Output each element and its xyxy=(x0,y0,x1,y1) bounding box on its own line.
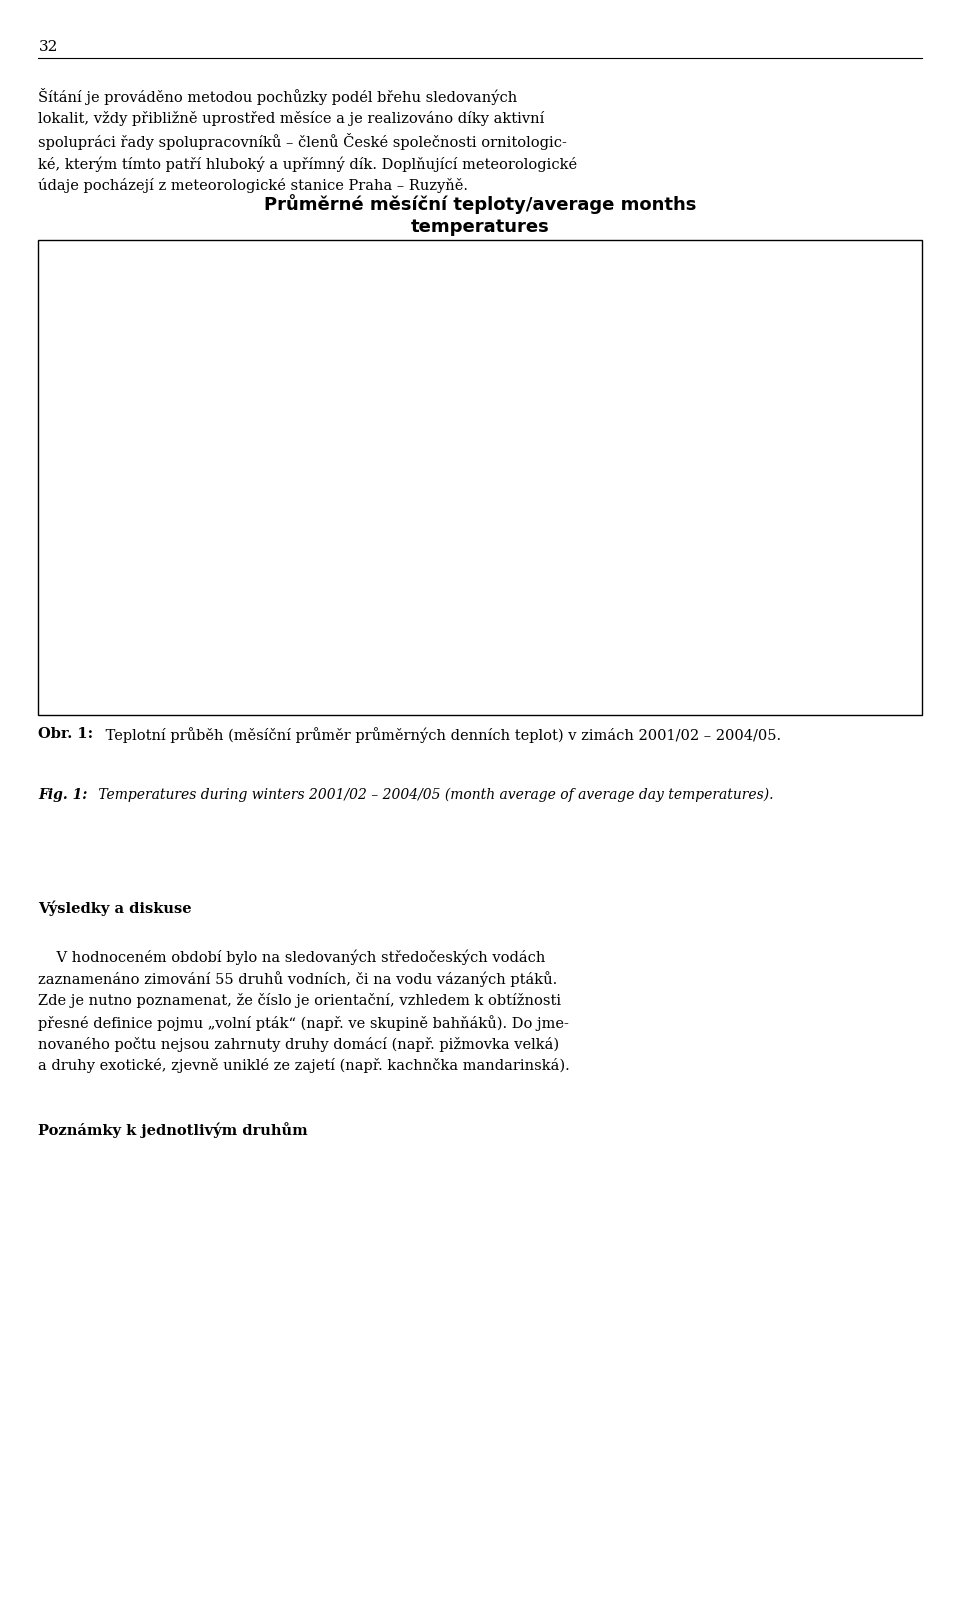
2002/03 xyxy=(251,562,262,582)
Legend: 2001/02, 2002/03, 2003/04, 2004/05: 2001/02, 2002/03, 2003/04, 2004/05 xyxy=(688,387,838,514)
Text: Teplotní průběh (měsíční průměr průměrných denních teplot) v zimách 2001/02 – 20: Teplotní průběh (měsíční průměr průměrný… xyxy=(101,726,780,742)
Text: Fig. 1:: Fig. 1: xyxy=(38,787,87,802)
Line: 2001/02: 2001/02 xyxy=(132,307,617,609)
Text: Průměrné měsíční teploty/average months
temperatures: Průměrné měsíční teploty/average months … xyxy=(264,194,696,236)
Text: Obr. 1:: Obr. 1: xyxy=(38,726,93,741)
2003/04 xyxy=(132,304,143,323)
2004/05 xyxy=(487,595,498,614)
2002/03 xyxy=(132,310,143,329)
2001/02 xyxy=(606,304,617,323)
2004/05 xyxy=(606,397,617,416)
2003/04 xyxy=(369,619,380,638)
Line: 2003/04: 2003/04 xyxy=(131,305,618,635)
2003/04 xyxy=(606,346,617,365)
2001/02 xyxy=(487,310,498,329)
2003/04 xyxy=(487,413,498,432)
2004/05 xyxy=(369,453,380,472)
Line: 2002/03: 2002/03 xyxy=(132,302,617,633)
2004/05 xyxy=(251,492,262,511)
Line: 2004/05: 2004/05 xyxy=(132,337,617,611)
Y-axis label: teplota (°C)/temperature (°C): teplota (°C)/temperature (°C) xyxy=(52,368,65,572)
2001/02 xyxy=(369,476,380,495)
2002/03 xyxy=(487,619,498,638)
Text: V hodnoceném období bylo na sledovaných středočeských vodách
zaznamenáno zimován: V hodnoceném období bylo na sledovaných … xyxy=(38,929,570,1072)
Text: Poznámky k jednotlivým druhům: Poznámky k jednotlivým druhům xyxy=(38,1122,308,1138)
2003/04 xyxy=(251,492,262,511)
2004/05 xyxy=(132,334,143,354)
2001/02 xyxy=(251,595,262,614)
2002/03 xyxy=(606,299,617,318)
2002/03 xyxy=(369,546,380,566)
2001/02 xyxy=(132,374,143,394)
Text: Šítání je prováděno metodou pochůzky podél břehu sledovaných
lokalit, vždy přibl: Šítání je prováděno metodou pochůzky pod… xyxy=(38,88,578,193)
Text: Temperatures during winters 2001/02 – 2004/05 (month average of average day temp: Temperatures during winters 2001/02 – 20… xyxy=(94,787,774,802)
Text: 32: 32 xyxy=(38,40,58,55)
Text: Výsledky a diskuse: Výsledky a diskuse xyxy=(38,900,192,916)
